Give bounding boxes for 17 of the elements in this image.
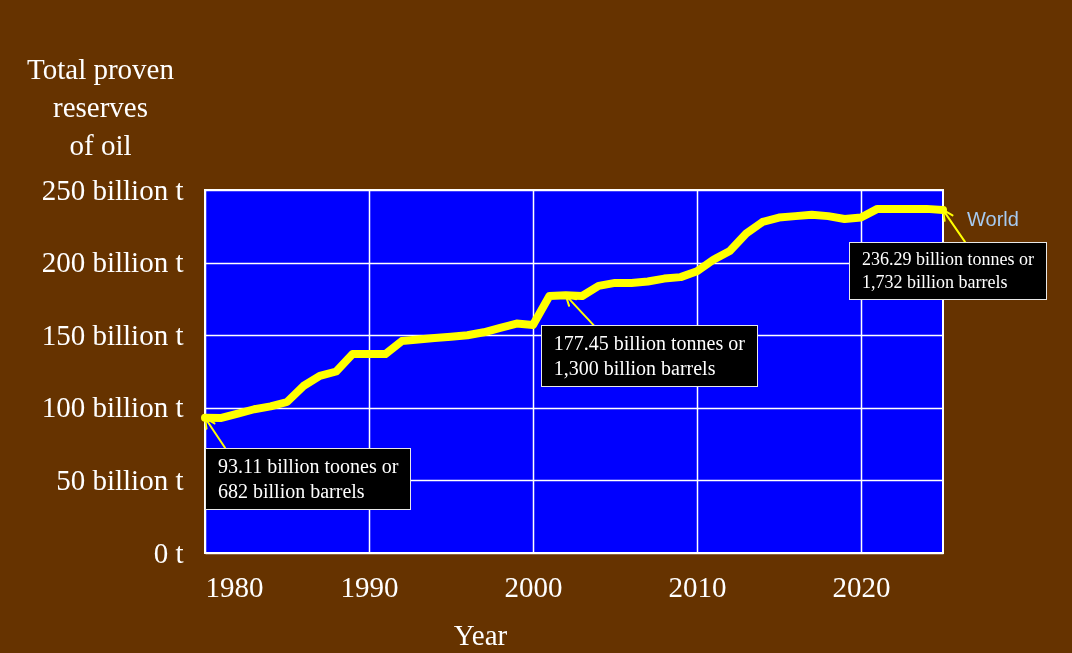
x-tick-label: 2000 bbox=[504, 570, 563, 603]
y-axis-title: Total proven reserves of oil bbox=[27, 52, 175, 161]
x-tick-label: 2010 bbox=[668, 570, 727, 603]
x-axis-title: Year bbox=[453, 618, 508, 651]
y-tick-label: 50 billion t bbox=[56, 463, 184, 496]
y-tick-label: 250 billion t bbox=[41, 173, 184, 206]
x-tick-label: 1990 bbox=[340, 570, 399, 603]
y-tick-label: 200 billion t bbox=[41, 246, 184, 279]
annotation: 236.29 billion tonnes or 1,732 billion barrels bbox=[849, 241, 1047, 300]
y-tick-label: 100 billion t bbox=[41, 391, 184, 424]
legend-label: World bbox=[967, 207, 1019, 230]
y-tick-label: 0 t bbox=[153, 536, 184, 569]
y-tick-label: 150 billion t bbox=[41, 318, 184, 351]
x-tick-label: 2020 bbox=[832, 570, 891, 603]
annotation: 93.11 billion toones or 682 billion barrels bbox=[205, 447, 412, 510]
x-tick-label: 1980 bbox=[205, 570, 264, 603]
annotation: 177.45 billion tonnes or 1,300 billion barrels bbox=[540, 325, 758, 388]
